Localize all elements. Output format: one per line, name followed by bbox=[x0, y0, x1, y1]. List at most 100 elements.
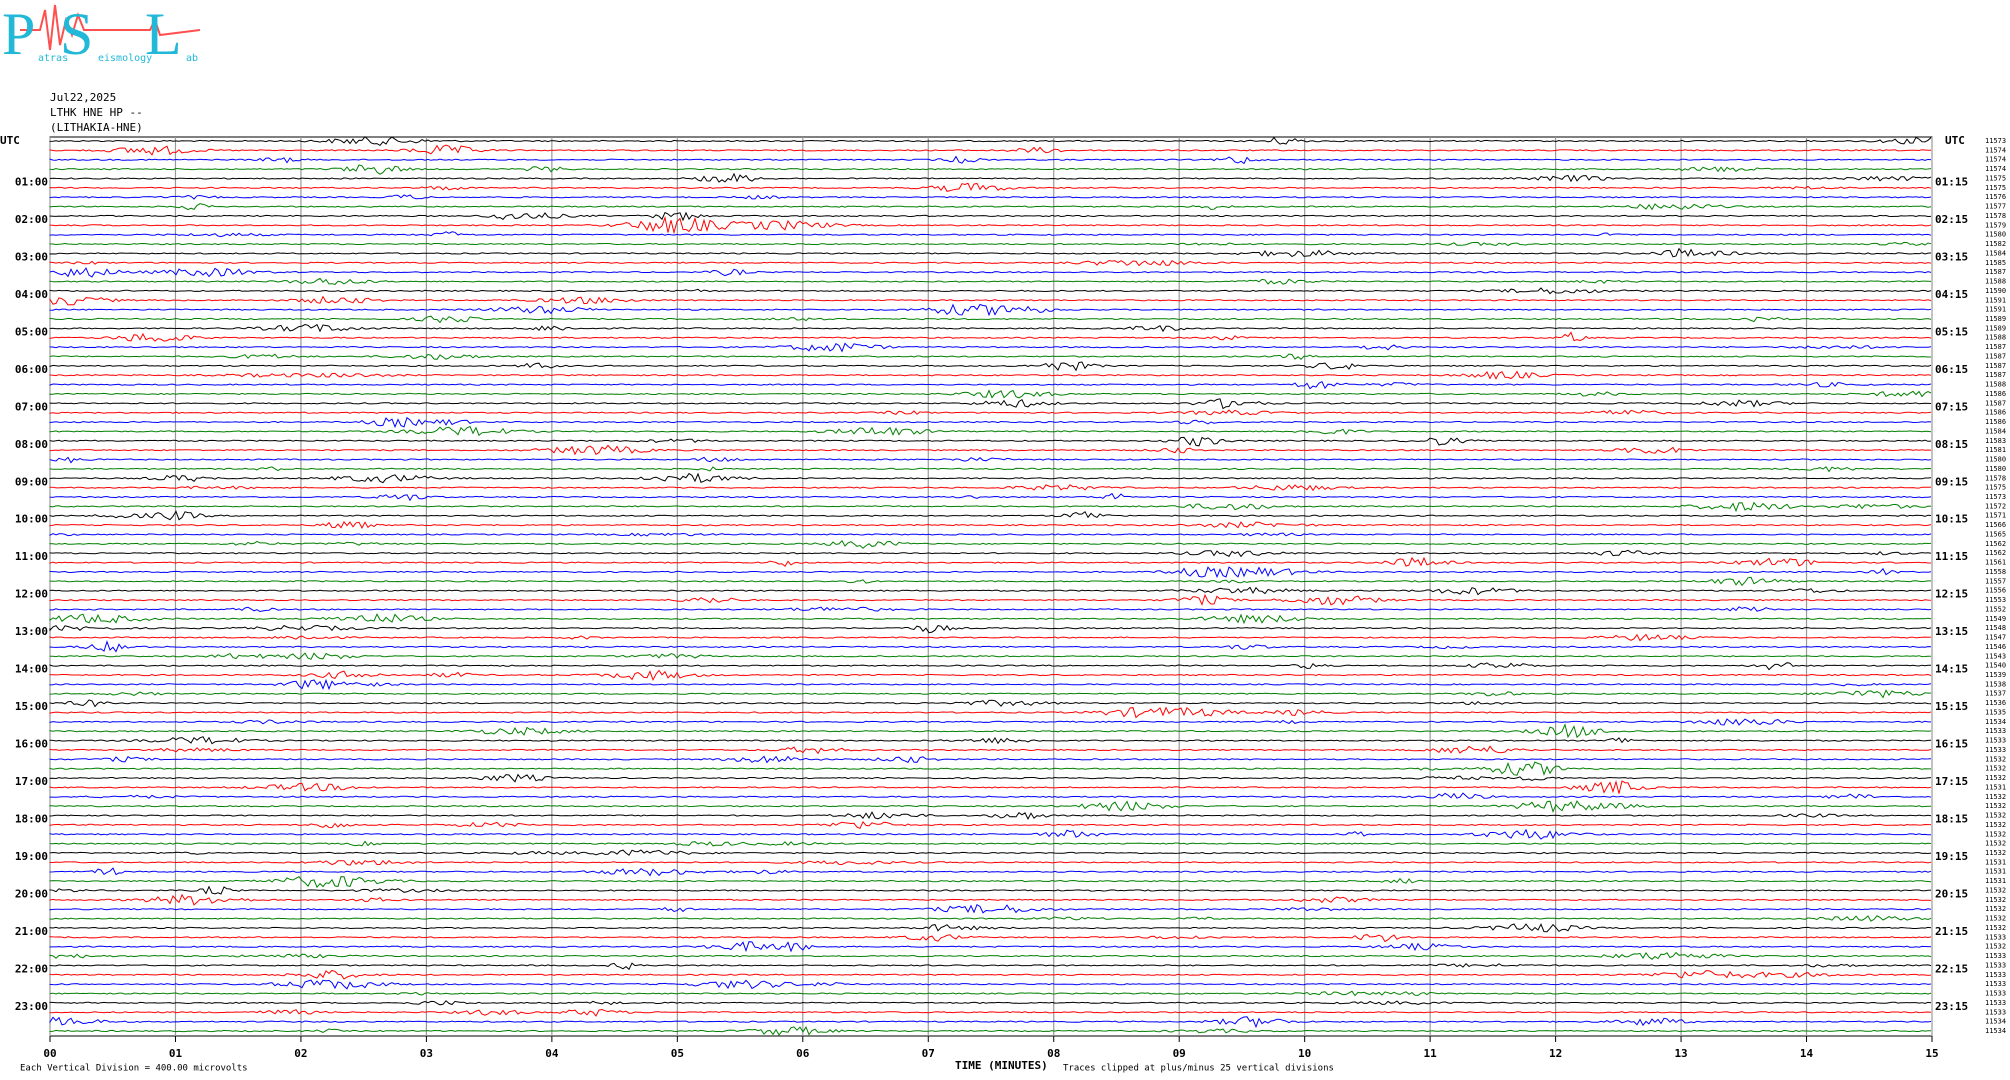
trace bbox=[49, 315, 1932, 324]
trace-label: 11531 bbox=[1985, 858, 2006, 866]
trace-label: 11538 bbox=[1985, 680, 2006, 688]
time-label-left: 21:00 bbox=[15, 925, 48, 938]
trace bbox=[49, 444, 1932, 456]
time-label-left: 02:00 bbox=[15, 213, 48, 226]
trace bbox=[49, 633, 1932, 642]
trace bbox=[49, 144, 1932, 156]
trace-label: 11531 bbox=[1985, 783, 2006, 791]
trace-label: 11587 bbox=[1985, 371, 2006, 379]
trace-label: 11577 bbox=[1985, 203, 2006, 211]
x-tick-label: 14 bbox=[1800, 1047, 1814, 1060]
trace bbox=[49, 556, 1931, 568]
trace-label: 11589 bbox=[1985, 324, 2006, 332]
trace-label: 11565 bbox=[1985, 530, 2006, 538]
x-tick-label: 05 bbox=[671, 1047, 684, 1060]
time-label-left: 09:00 bbox=[15, 475, 48, 488]
trace-label: 11532 bbox=[1985, 821, 2006, 829]
time-label-right: 10:15 bbox=[1935, 513, 1968, 526]
time-label-left: 19:00 bbox=[15, 850, 48, 863]
trace bbox=[49, 640, 1932, 653]
trace-label: 11575 bbox=[1985, 184, 2006, 192]
x-tick-label: 12 bbox=[1549, 1047, 1562, 1060]
trace bbox=[49, 800, 1932, 814]
trace bbox=[49, 934, 1932, 943]
trace-label: 11546 bbox=[1985, 643, 2006, 651]
trace-label: 11584 bbox=[1985, 249, 2006, 257]
header-station: LTHK HNE HP -- bbox=[50, 106, 143, 119]
trace-label: 11534 bbox=[1985, 1027, 2006, 1035]
trace bbox=[49, 520, 1932, 529]
trace-label: 11572 bbox=[1985, 502, 2006, 510]
trace-label: 11571 bbox=[1985, 512, 2006, 520]
time-label-right: 16:15 bbox=[1935, 738, 1968, 751]
trace-label: 11533 bbox=[1985, 971, 2006, 979]
trace bbox=[49, 484, 1932, 492]
trace-label: 11532 bbox=[1985, 886, 2006, 894]
trace bbox=[49, 723, 1932, 739]
trace bbox=[49, 745, 1932, 755]
trace-label: 11539 bbox=[1985, 671, 2006, 679]
trace-label: 11537 bbox=[1985, 690, 2006, 698]
trace bbox=[49, 678, 1932, 691]
trace-label: 11588 bbox=[1985, 334, 2006, 342]
trace bbox=[49, 323, 1932, 333]
header-site: (LITHAKIA-HNE) bbox=[50, 121, 143, 134]
time-label-right: UTC bbox=[1945, 134, 1965, 147]
time-label-right: 17:15 bbox=[1935, 775, 1968, 788]
trace-label: 11531 bbox=[1985, 868, 2006, 876]
trace bbox=[49, 893, 1932, 906]
trace-label: 11533 bbox=[1985, 746, 2006, 754]
time-label-left: 16:00 bbox=[15, 738, 48, 751]
trace bbox=[49, 979, 1932, 990]
trace-label: 11588 bbox=[1985, 278, 2006, 286]
trace bbox=[49, 990, 1932, 997]
time-label-left: 23:00 bbox=[15, 1000, 48, 1013]
trace bbox=[49, 466, 1932, 473]
trace bbox=[49, 381, 1932, 390]
trace-label: 11549 bbox=[1985, 615, 2006, 623]
trace-label: 11578 bbox=[1985, 212, 2006, 220]
trace-label: 11586 bbox=[1985, 418, 2006, 426]
trace bbox=[49, 689, 1931, 699]
trace bbox=[49, 194, 1932, 200]
trace bbox=[49, 761, 1931, 776]
trace-label: 11583 bbox=[1985, 437, 2006, 445]
trace bbox=[49, 539, 1932, 549]
trace-label: 11587 bbox=[1985, 352, 2006, 360]
trace bbox=[49, 606, 1932, 613]
time-label-left: 08:00 bbox=[15, 438, 48, 451]
trace bbox=[49, 172, 1932, 183]
trace-label: 11535 bbox=[1985, 708, 2006, 716]
x-tick-label: 01 bbox=[169, 1047, 183, 1060]
header-date: Jul22,2025 bbox=[50, 91, 116, 104]
trace bbox=[49, 267, 1932, 278]
trace-label: 11588 bbox=[1985, 381, 2006, 389]
time-label-right: 15:15 bbox=[1935, 700, 1968, 713]
trace-label: 11580 bbox=[1985, 231, 2006, 239]
trace-label: 11533 bbox=[1985, 933, 2006, 941]
trace-label: 11543 bbox=[1985, 652, 2006, 660]
trace-label: 11532 bbox=[1985, 905, 2006, 913]
trace-label: 11580 bbox=[1985, 456, 2006, 464]
trace-label: 11532 bbox=[1985, 755, 2006, 763]
trace-label: 11586 bbox=[1985, 409, 2006, 417]
trace bbox=[49, 885, 1932, 895]
trace bbox=[49, 295, 1932, 306]
trace-label: 11532 bbox=[1985, 896, 2006, 904]
scale-note: Each Vertical Division = 400.00 microvol… bbox=[20, 1064, 248, 1074]
time-label-right: 04:15 bbox=[1935, 288, 1968, 301]
time-label-left: 03:00 bbox=[15, 250, 48, 263]
trace-label: 11540 bbox=[1985, 662, 2006, 670]
time-label-left: 13:00 bbox=[15, 625, 48, 638]
logo: P S L atras eismology ab bbox=[2, 1, 201, 67]
trace bbox=[49, 951, 1932, 960]
clip-note: Traces clipped at plus/minus 25 vertical… bbox=[1063, 1064, 1334, 1074]
trace-label: 11566 bbox=[1985, 521, 2006, 529]
time-label-left: 22:00 bbox=[15, 962, 48, 975]
trace bbox=[49, 215, 1932, 235]
trace bbox=[49, 840, 1932, 847]
trace bbox=[49, 303, 1932, 317]
trace-label: 11552 bbox=[1985, 605, 2006, 613]
trace-label: 11591 bbox=[1985, 296, 2006, 304]
trace bbox=[49, 718, 1931, 726]
